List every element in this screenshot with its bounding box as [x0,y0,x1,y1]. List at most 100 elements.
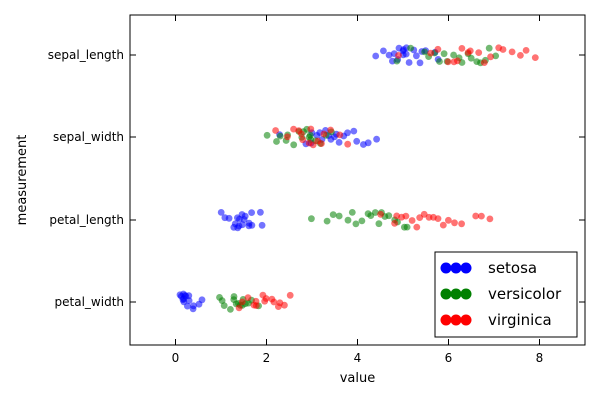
data-point [217,209,225,216]
data-point [531,54,539,61]
x-tick-label: 4 [354,351,362,365]
data-point [248,221,256,229]
data-point [450,51,457,59]
y-tick-label: sepal_length [48,48,124,62]
data-point [407,44,414,52]
data-point [329,211,337,219]
data-point [198,296,206,304]
y-tick-label: petal_length [49,213,124,227]
data-point [263,131,271,139]
data-point [327,126,334,134]
data-point [416,59,424,67]
x-tick-label: 6 [445,351,453,365]
data-point [286,291,294,299]
y-axis-label: measurement [15,135,30,226]
data-point [281,301,288,309]
data-point [451,219,458,227]
data-point [299,136,307,144]
legend-marker [460,288,472,300]
data-point [480,59,488,66]
data-point [220,302,228,309]
data-point [261,297,269,305]
data-point [216,294,223,301]
data-point [405,59,413,66]
data-point [385,51,393,59]
data-point [309,141,317,149]
data-point [371,209,379,216]
x-axis: 0 2 4 6 8 [172,15,543,365]
legend-marker [460,262,472,274]
data-point [395,52,402,59]
x-axis-label: value [340,371,376,386]
data-point [352,220,360,228]
data-point [225,214,233,222]
legend: setosa versicolor virginica [434,251,578,338]
legend-label: versicolor [488,285,562,303]
data-point [258,221,266,229]
data-point [364,139,372,147]
data-point [454,57,461,65]
data-point [421,48,428,56]
data-point [475,49,483,56]
data-point [320,130,328,138]
data-point [336,131,344,139]
data-point [466,47,474,55]
data-point [348,209,356,216]
data-point [235,304,243,312]
legend-marker [440,314,452,326]
data-point [331,133,338,141]
data-point [478,212,485,220]
data-point [344,129,351,137]
data-point [227,306,234,313]
legend-marker [450,314,462,326]
data-point [238,211,246,218]
data-point [440,50,448,58]
data-point [508,48,516,56]
data-point [472,212,480,220]
data-point [344,140,352,148]
data-point [373,135,380,143]
data-point [380,47,387,55]
y-tick-label: petal_width [55,295,124,309]
data-point [323,217,331,225]
data-point [189,305,197,313]
data-point [244,294,252,301]
data-point [308,215,315,223]
data-point [270,298,278,306]
x-tick-label: 2 [263,351,271,365]
data-point [284,133,291,141]
legend-marker [440,288,452,300]
legend-marker [460,314,472,326]
data-point [436,58,443,65]
data-point [185,292,193,300]
data-point [517,52,524,59]
data-point [408,217,416,224]
legend-label: setosa [488,259,537,277]
data-point [257,208,264,216]
data-point [434,215,442,223]
data-point [276,132,284,140]
legend-marker [450,262,462,274]
data-point [239,221,246,229]
x-tick-label: 0 [172,351,180,365]
data-point [434,45,442,53]
data-point [335,139,343,146]
data-point [184,302,191,310]
data-point [290,141,298,149]
data-point [375,220,383,228]
data-point [487,53,494,61]
data-point [458,220,465,228]
data-point [391,219,398,227]
data-point [230,293,238,300]
data-point [335,212,343,220]
data-point [439,221,447,229]
data-point [486,215,494,223]
data-point [377,210,384,218]
data-points [176,44,539,313]
data-point [467,54,475,62]
y-tick-label: sepal_width [53,130,124,144]
y-axis: sepal_length sepal_width petal_lengthpetal… [48,48,585,309]
data-point [275,303,282,310]
data-point [248,209,256,217]
